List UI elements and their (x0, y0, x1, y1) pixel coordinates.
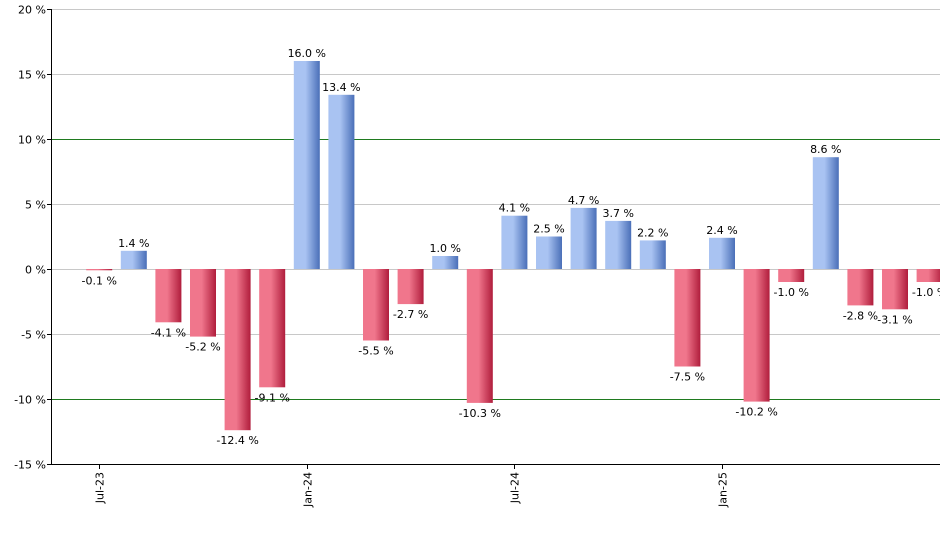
y-tick-label: -5 % (21, 329, 46, 342)
data-label-2023-07: -0.1 % (81, 274, 116, 287)
bar-2025-02 (743, 269, 770, 402)
bar-2025-05 (847, 269, 874, 306)
bar-2024-10 (605, 220, 632, 269)
data-label-2023-12: -9.1 % (254, 391, 289, 404)
bar-2023-11 (224, 269, 251, 431)
gridlines (51, 9, 940, 465)
x-tick-label: Jan-24 (302, 472, 315, 508)
bar-2023-08 (120, 250, 147, 269)
data-label-2024-01: 16.0 % (288, 47, 326, 60)
y-tick-label: -10 % (14, 394, 46, 407)
data-label-2024-04: -2.7 % (393, 308, 428, 321)
data-labels: -0.1 % 1.4 % -4.1 % -5.2 % -12.4 % -9.1 % 16.0… (81, 47, 940, 447)
y-tick-label: -15 % (14, 459, 46, 472)
bar-2024-01 (293, 61, 320, 269)
data-label-2024-12: -7.5 % (670, 371, 705, 384)
y-tick-label: 0 % (25, 264, 46, 277)
data-label-2024-05: 1.0 % (429, 242, 460, 255)
bar-2024-05 (432, 256, 459, 269)
bar-2024-11 (639, 240, 666, 269)
data-label-2024-10: 3.7 % (602, 207, 633, 220)
y-tick-label: 15 % (18, 69, 46, 82)
y-tick-label: 20 % (18, 4, 46, 17)
bar-2024-04 (397, 269, 424, 305)
data-label-2025-05: -2.8 % (843, 309, 878, 322)
data-label-2023-10: -5.2 % (185, 341, 220, 354)
bar-2023-10 (190, 269, 216, 337)
data-label-2025-02: -10.2 % (735, 406, 777, 419)
bars (86, 61, 940, 431)
data-label-2025-04: 8.6 % (810, 143, 841, 156)
bar-2025-07 (916, 269, 940, 282)
bar-2024-07 (501, 215, 528, 269)
bar-2025-06 (882, 269, 908, 310)
bar-2024-09 (570, 207, 597, 269)
data-label-2023-09: -4.1 % (151, 326, 186, 339)
bar-2023-09 (155, 269, 182, 323)
x-tick-label: Jan-25 (717, 472, 730, 508)
data-label-2024-03: -5.5 % (358, 345, 393, 358)
data-label-2024-07: 4.1 % (499, 202, 530, 215)
data-label-2024-06: -10.3 % (459, 407, 501, 420)
data-label-2025-03: -1.0 % (773, 286, 808, 299)
x-tick-label: Jul-24 (509, 472, 522, 504)
bar-2024-06 (466, 269, 493, 403)
data-label-2023-11: -12.4 % (216, 434, 258, 447)
y-tick-label: 5 % (25, 199, 46, 212)
data-label-2025-07: -1.0 % (912, 286, 940, 299)
bar-2024-08 (536, 236, 562, 269)
data-label-2025-06: -3.1 % (877, 313, 912, 326)
data-label-2024-09: 4.7 % (568, 194, 599, 207)
bar-2024-02 (328, 94, 355, 269)
x-tick-label: Jul-23 (94, 472, 107, 504)
bar-2024-12 (674, 269, 701, 367)
data-label-2023-08: 1.4 % (118, 237, 149, 250)
axes: 20 % 15 % 10 % 5 % 0 % -5 % -10 % -15 % Jul-23 Ja… (14, 4, 940, 508)
bar-2023-07 (86, 269, 113, 271)
bar-2024-03 (363, 269, 389, 341)
data-label-2024-11: 2.2 % (637, 226, 668, 239)
bar-2025-04 (812, 157, 839, 269)
data-label-2024-02: 13.4 % (322, 81, 360, 94)
bar-2025-01 (709, 237, 735, 269)
data-label-2024-08: 2.5 % (533, 223, 564, 236)
bar-2023-12 (259, 269, 286, 388)
data-label-2025-01: 2.4 % (706, 224, 737, 237)
bar-2025-03 (778, 269, 805, 282)
y-tick-label: 10 % (18, 134, 46, 147)
